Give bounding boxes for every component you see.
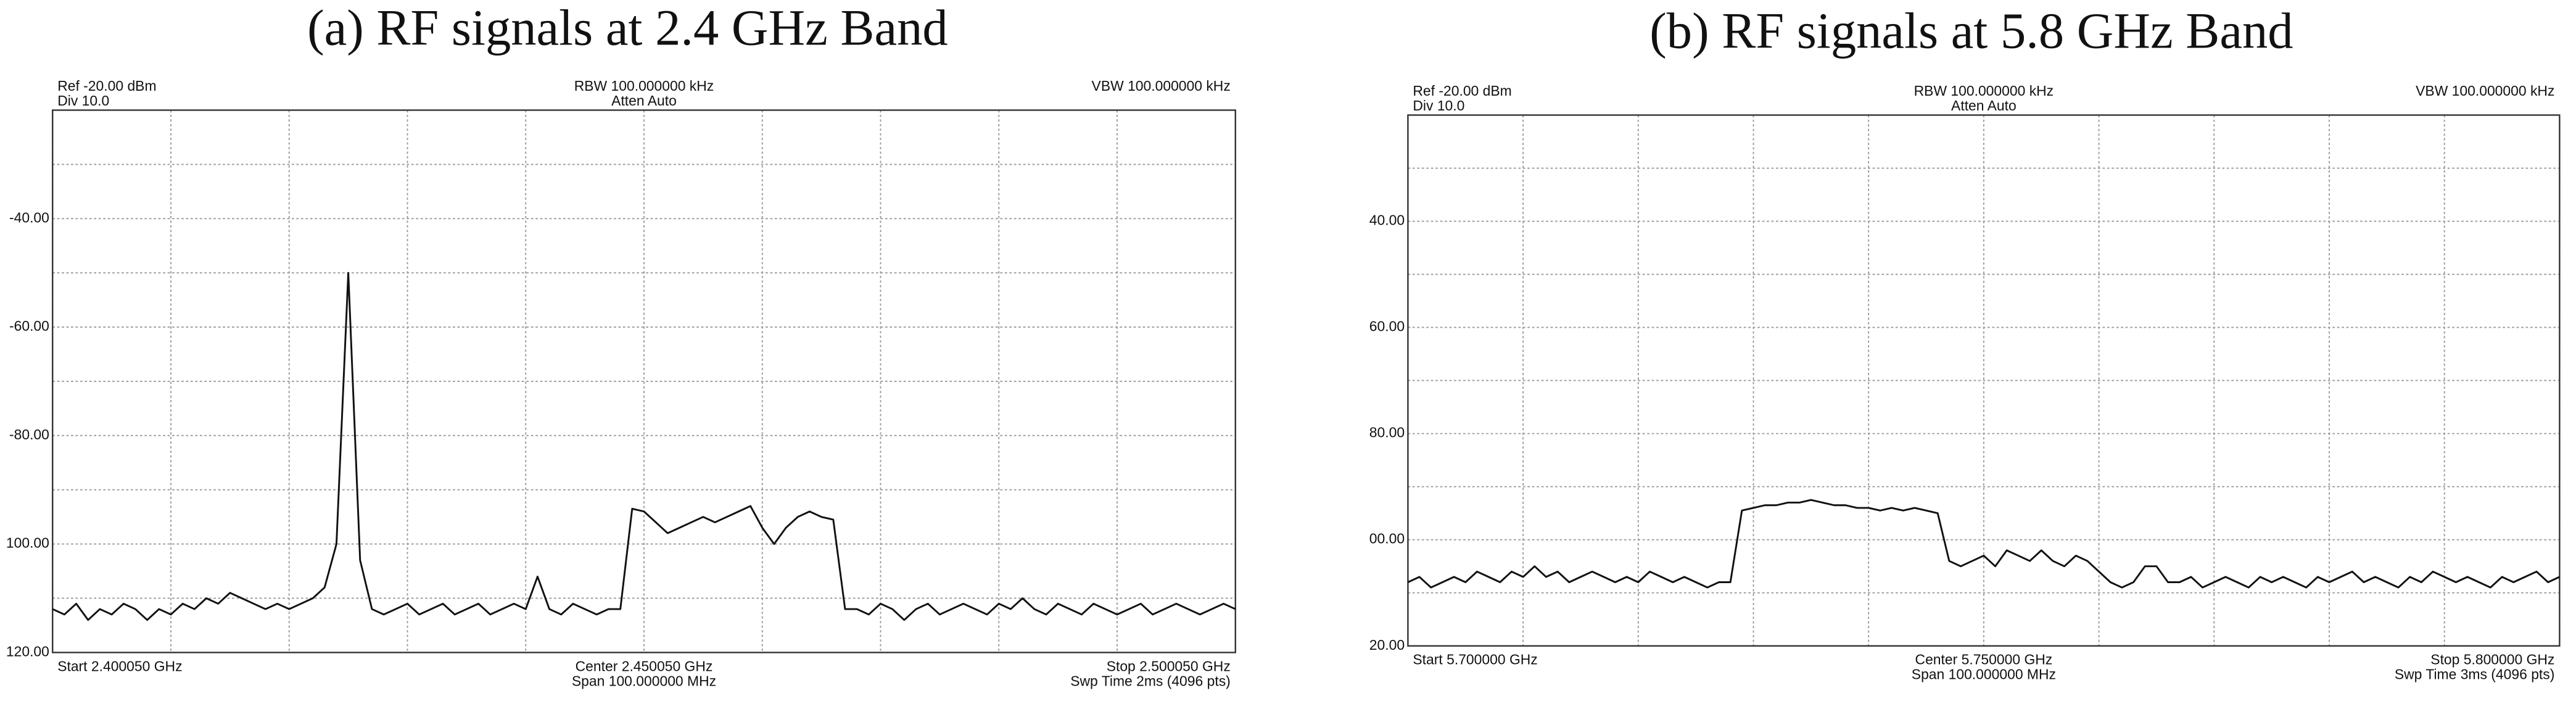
- annotation: Div 10.0: [57, 93, 109, 109]
- annotation: Atten Auto: [1951, 97, 2017, 114]
- annotation: Center 2.450050 GHz: [576, 658, 713, 674]
- annotation: Center 5.750000 GHz: [1915, 652, 2053, 668]
- chart-title: (b) RF signals at 5.8 GHz Band: [1649, 2, 2293, 59]
- y-tick-label: -40.00: [9, 209, 49, 225]
- annotation: Start 5.700000 GHz: [1413, 652, 1537, 668]
- y-tick-label: 120.00: [6, 643, 49, 659]
- annotation: Atten Auto: [611, 93, 677, 109]
- annotation: Ref -20.00 dBm: [1413, 83, 1511, 99]
- annotation: Start 2.400050 GHz: [57, 658, 182, 674]
- trace: [52, 272, 1236, 621]
- y-tick-label: -60.00: [9, 318, 49, 334]
- annotation: VBW 100.000000 kHz: [2416, 83, 2554, 99]
- annotation: Ref -20.00 dBm: [57, 78, 156, 94]
- annotation: Div 10.0: [1413, 97, 1464, 114]
- annotation: RBW 100.000000 kHz: [574, 78, 714, 94]
- annotation: Span 100.000000 MHz: [1912, 666, 2056, 682]
- y-tick-label: 00.00: [1369, 531, 1405, 547]
- annotation: VBW 100.000000 kHz: [1092, 78, 1231, 94]
- annotation: RBW 100.000000 kHz: [1914, 83, 2054, 99]
- annotation: Swp Time 2ms (4096 pts): [1070, 673, 1231, 689]
- annotation: Stop 5.800000 GHz: [2430, 652, 2554, 668]
- annotation: Stop 2.500050 GHz: [1107, 658, 1231, 674]
- chart-title: (a) RF signals at 2.4 GHz Band: [307, 0, 948, 56]
- y-tick-label: -80.00: [9, 426, 49, 442]
- plot-frame: [52, 109, 1236, 653]
- y-tick-label: 100.00: [6, 535, 49, 551]
- annotation: Span 100.000000 MHz: [572, 673, 716, 689]
- y-tick-label: 20.00: [1369, 637, 1405, 653]
- y-tick-label: 80.00: [1369, 425, 1405, 441]
- trace: [1407, 499, 2560, 589]
- annotation: Swp Time 3ms (4096 pts): [2395, 666, 2555, 682]
- plot-frame: [1407, 114, 2561, 647]
- y-tick-label: 40.00: [1369, 212, 1405, 228]
- y-tick-label: 60.00: [1369, 318, 1405, 334]
